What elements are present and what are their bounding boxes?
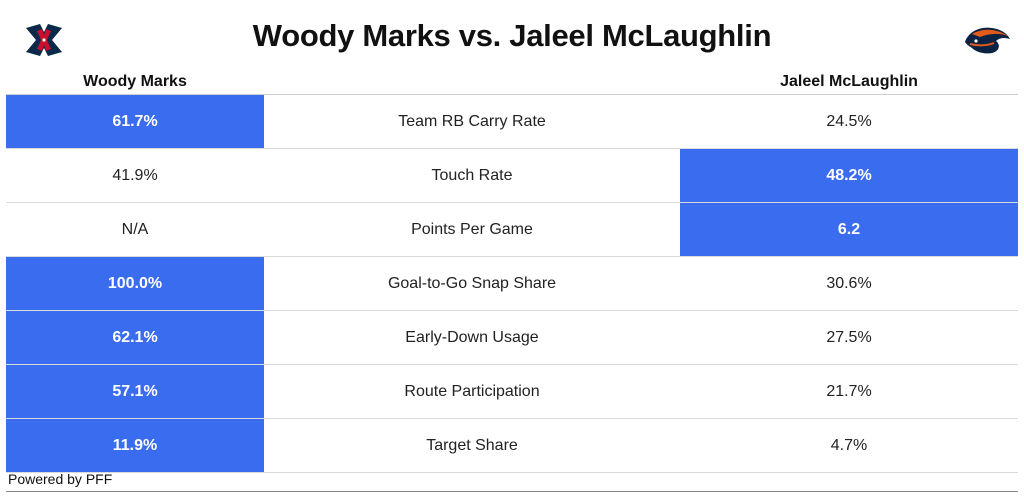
table-row: 100.0% Goal-to-Go Snap Share 30.6%: [6, 257, 1018, 311]
jaleel-mclaughlin-value: 48.2%: [680, 149, 1018, 202]
footer-credit: Powered by PFF: [8, 471, 113, 487]
column-header-jaleel-mclaughlin: Jaleel McLaughlin: [780, 73, 918, 90]
jaleel-mclaughlin-value: 4.7%: [830, 436, 868, 454]
jaleel-mclaughlin-value: 21.7%: [826, 382, 872, 400]
comparison-table: 61.7% Team RB Carry Rate 24.5% 41.9% Tou…: [6, 94, 1018, 473]
metric-label: Route Participation: [404, 382, 540, 400]
denver-broncos-logo-icon: [965, 27, 1010, 54]
metric-label: Team RB Carry Rate: [398, 112, 546, 130]
jaleel-mclaughlin-value: 24.5%: [826, 112, 872, 130]
column-header-woody-marks: Woody Marks: [83, 73, 187, 90]
metric-label: Target Share: [426, 436, 518, 454]
woody-marks-value: 57.1%: [6, 365, 264, 418]
metric-label: Early-Down Usage: [405, 328, 539, 346]
table-row: 11.9% Target Share 4.7%: [6, 419, 1018, 473]
jaleel-mclaughlin-value: 30.6%: [826, 274, 872, 292]
woody-marks-value: N/A: [121, 220, 149, 238]
metric-label: Touch Rate: [431, 166, 513, 184]
metric-label: Points Per Game: [411, 220, 533, 238]
page-title: Woody Marks vs. Jaleel McLaughlin: [252, 18, 772, 53]
woody-marks-value: 61.7%: [6, 95, 264, 148]
table-row: 41.9% Touch Rate 48.2%: [6, 149, 1018, 203]
woody-marks-value: 11.9%: [6, 419, 264, 472]
table-row: 61.7% Team RB Carry Rate 24.5%: [6, 95, 1018, 149]
houston-texans-logo-icon: [26, 24, 62, 56]
header: Woody Marks vs. Jaleel McLaughlin: [0, 0, 1024, 80]
jaleel-mclaughlin-value: 27.5%: [826, 328, 872, 346]
woody-marks-value: 41.9%: [112, 166, 158, 184]
metric-label: Goal-to-Go Snap Share: [387, 274, 557, 292]
woody-marks-value: 62.1%: [6, 311, 264, 364]
table-row: 57.1% Route Participation 21.7%: [6, 365, 1018, 419]
table-row: N/A Points Per Game 6.2: [6, 203, 1018, 257]
jaleel-mclaughlin-value: 6.2: [680, 203, 1018, 256]
footer-divider: [6, 491, 1018, 492]
table-row: 62.1% Early-Down Usage 27.5%: [6, 311, 1018, 365]
woody-marks-value: 100.0%: [6, 257, 264, 310]
